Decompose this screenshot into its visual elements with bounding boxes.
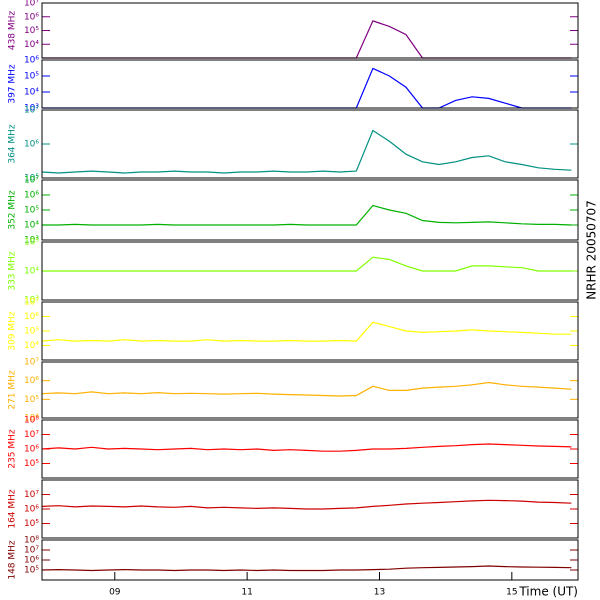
y-tick-label: 10⁶	[24, 140, 39, 150]
y-tick-label: 10⁴	[24, 267, 39, 277]
y-axis-label: 148 MHz	[8, 540, 18, 580]
y-tick-label: 10⁴	[24, 40, 39, 50]
y-axis-label: 352 MHz	[8, 190, 18, 230]
panel-frame	[41, 361, 579, 419]
y-axis-label: 309 MHz	[8, 311, 18, 351]
y-tick-label: 10⁷	[24, 430, 39, 440]
y-axis-label: 164 MHz	[8, 489, 18, 529]
panel-frame	[41, 479, 579, 539]
panel-frame	[41, 539, 579, 581]
y-tick-label: 10⁷	[24, 0, 39, 9]
flux-line	[42, 256, 572, 272]
y-axis-label: 397 MHz	[8, 64, 18, 104]
flux-line	[41, 443, 572, 452]
flux-line	[41, 321, 572, 342]
y-axis-label: 438 MHz	[8, 11, 18, 51]
panel-frame	[41, 419, 579, 479]
y-tick-label: 10³	[24, 296, 39, 306]
y-tick-label: 10⁴	[24, 88, 39, 98]
y-tick-label: 10³	[24, 104, 39, 114]
y-tick-label: 10⁵	[24, 206, 39, 216]
y-tick-label: 10⁷	[24, 298, 39, 308]
x-axis-label: Time (UT)	[518, 585, 578, 599]
y-tick-label: 10⁷	[24, 176, 39, 186]
y-tick-label: 10⁷	[24, 490, 39, 500]
y-tick-label: 10⁶	[24, 376, 39, 386]
y-tick-label: 10⁵	[24, 566, 39, 576]
y-tick-label: 10⁵	[24, 459, 39, 469]
panel-frame	[41, 241, 579, 301]
y-tick-label: 10⁶	[24, 312, 39, 322]
y-tick-label: 10⁶	[24, 191, 39, 201]
y-tick-label: 10⁷	[24, 358, 39, 368]
x-tick-label: 13	[374, 588, 385, 598]
panel-frame	[41, 301, 579, 361]
x-tick-label: 09	[109, 588, 121, 598]
y-tick-label: 10⁶	[24, 556, 39, 566]
y-tick-label: 10⁵	[24, 519, 39, 529]
y-tick-label: 10⁶	[24, 56, 39, 66]
y-axis-label: 271 MHz	[8, 370, 18, 410]
flux-line	[41, 129, 572, 174]
y-tick-label: 10⁵	[24, 174, 39, 184]
y-tick-label: 10⁶	[24, 505, 39, 515]
y-tick-label: 10⁵	[24, 26, 39, 36]
x-tick-label: 15	[506, 588, 517, 598]
y-tick-label: 10⁸	[24, 416, 39, 426]
flux-line	[41, 499, 572, 510]
panel-frame	[41, 179, 579, 241]
side-label: NRHR 20050707	[585, 200, 599, 300]
panel-frame	[41, 109, 579, 179]
y-tick-label: 10⁵	[24, 238, 39, 248]
flux-line	[41, 381, 572, 397]
y-tick-label: 10⁶	[24, 445, 39, 455]
y-tick-label: 10⁷	[24, 546, 39, 556]
panel-frame	[41, 2, 579, 59]
y-tick-label: 10⁴	[24, 414, 39, 424]
flux-line	[42, 204, 572, 226]
y-axis-label: 235 MHz	[8, 429, 18, 469]
y-tick-label: 10⁵	[24, 395, 39, 405]
panel-frame	[41, 59, 579, 109]
y-tick-label: 10⁴	[24, 221, 39, 231]
y-tick-label: 10⁷	[24, 106, 39, 116]
x-tick-label: 11	[241, 588, 252, 598]
y-tick-label: 10⁶	[24, 12, 39, 22]
y-axis-label: 364 MHz	[8, 124, 18, 164]
y-tick-label: 10³	[24, 236, 39, 246]
y-tick-label: 10⁸	[24, 536, 39, 546]
flux-line	[41, 565, 572, 572]
y-tick-label: 10⁵	[24, 72, 39, 82]
y-axis-label: 333 MHz	[8, 251, 18, 291]
y-tick-label: 10⁵	[24, 327, 39, 337]
y-tick-label: 10⁴	[24, 341, 39, 351]
